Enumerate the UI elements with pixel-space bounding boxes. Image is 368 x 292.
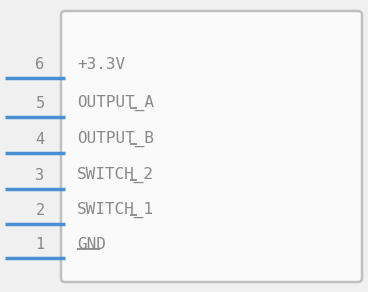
Text: 6: 6 [35,57,45,72]
Text: SWITCH_1: SWITCH_1 [77,202,154,218]
Text: +3.3V: +3.3V [77,57,125,72]
Text: 2: 2 [35,203,45,218]
Text: GND: GND [77,237,106,252]
Text: 1: 1 [35,237,45,252]
Text: OUTPUT_B: OUTPUT_B [77,131,154,147]
FancyBboxPatch shape [61,11,362,282]
Text: OUTPUT_A: OUTPUT_A [77,95,154,111]
Text: 4: 4 [35,132,45,147]
Text: 5: 5 [35,96,45,111]
Text: SWITCH_2: SWITCH_2 [77,167,154,183]
Text: 3: 3 [35,168,45,183]
